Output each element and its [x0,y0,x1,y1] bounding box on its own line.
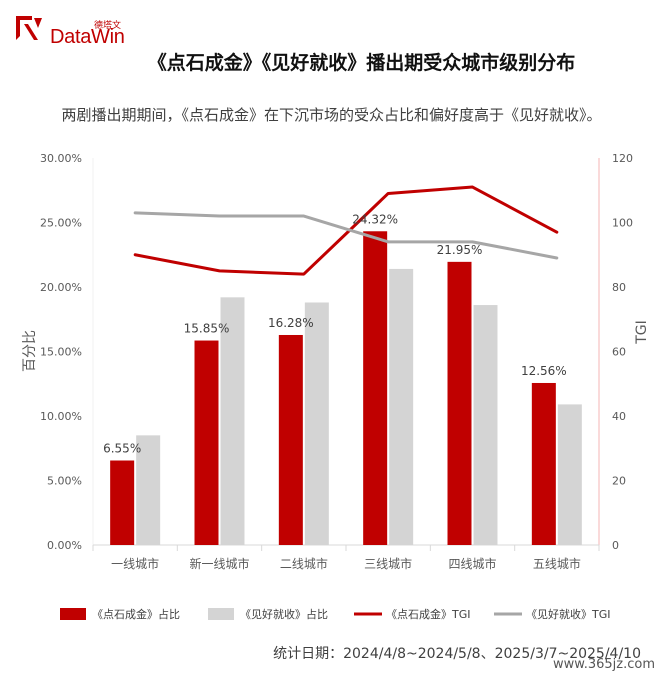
datawin-logo: 德塔文 DataWin [12,10,152,48]
legend-label: 《点石成金》占比 [92,607,180,621]
bar-series-b [557,404,582,545]
bar-series-b [136,435,161,545]
y-tick-label: 15.00% [40,346,82,359]
y2-tick-label: 20 [612,475,626,488]
y2-tick-label: 60 [612,346,626,359]
datawin-logo-icon [16,16,42,40]
y-tick-label: 20.00% [40,281,82,294]
y-tick-label: 0.00% [47,539,82,552]
bar-series-a [531,382,556,545]
y2-tick-label: 120 [612,152,633,165]
x-tick-label: 五线城市 [533,556,581,571]
legend-label: 《见好就收》TGI [526,607,611,621]
bar-data-label: 12.56% [521,364,567,378]
bar-data-label: 16.28% [268,316,314,330]
y-axis-label: 百分比 [22,330,38,372]
x-tick-label: 新一线城市 [189,556,249,571]
y-tick-label: 25.00% [40,217,82,230]
legend-label: 《见好就收》占比 [240,607,328,621]
date-note: 统计日期：2024/4/8~2024/5/8、2025/3/7~2025/4/1… [273,646,641,662]
bar-data-label: 15.85% [184,322,230,336]
chart-title: 《点石成金》《见好就收》播出期受众城市级别分布 [147,52,576,74]
bar-data-label: 21.95% [437,243,483,257]
line-series-a [133,185,559,276]
line-series-b [133,211,559,260]
y-tick-label: 10.00% [40,410,82,423]
legend-swatch [208,608,234,620]
legend-swatch [60,608,86,620]
y-tick-label: 5.00% [47,475,82,488]
legend-label: 《点石成金》TGI [386,607,471,621]
y2-tick-label: 40 [612,410,626,423]
x-tick-label: 一线城市 [111,556,159,571]
chart-subtitle: 两剧播出期期间，《点石成金》在下沉市场的受众占比和偏好度高于《见好就收》。 [61,106,602,124]
x-tick-label: 四线城市 [448,556,496,571]
bar-series-a [447,261,472,545]
x-tick-label: 三线城市 [364,556,412,571]
logo-chinese-text: 德塔文 [94,21,122,31]
logo-english-text: DataWin [50,26,125,48]
bar-series-a [110,460,135,545]
x-tick-label: 二线城市 [280,556,328,571]
bar-series-b [220,297,245,545]
watermark: www.365jz.com [553,657,655,672]
bar-series-a [363,231,388,545]
bar-series-b [473,305,498,545]
bar-series-a [278,334,303,545]
y-tick-label: 30.00% [40,152,82,165]
y2-tick-label: 0 [612,539,619,552]
bar-data-label: 6.55% [103,442,141,456]
y2-axis-label: TGI [634,320,650,345]
y2-tick-label: 100 [612,217,633,230]
bar-series-b [304,302,329,545]
y2-tick-label: 80 [612,281,626,294]
bar-series-b [389,268,414,545]
bar-data-label: 24.32% [352,212,398,226]
bar-series-a [194,340,219,545]
